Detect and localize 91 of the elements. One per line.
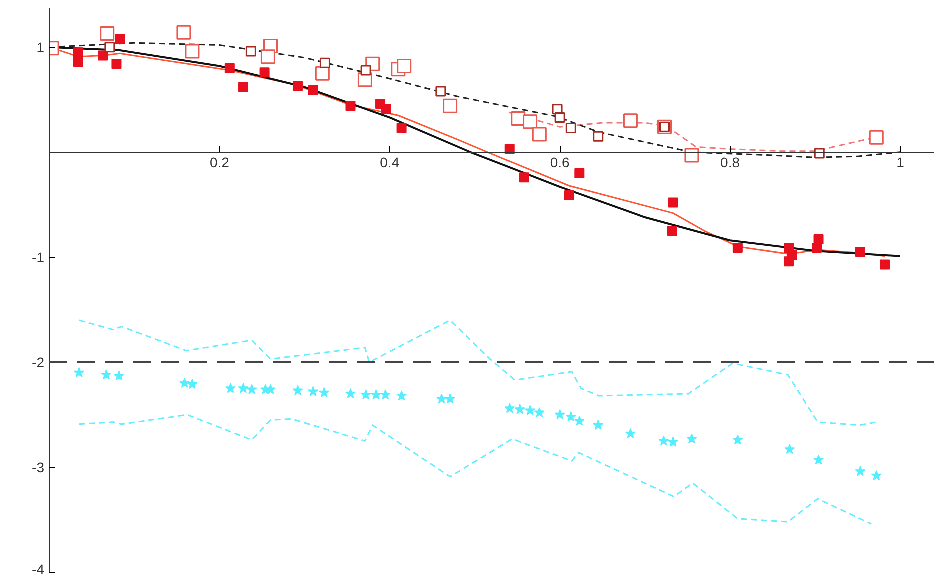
point [381, 104, 392, 114]
point [532, 127, 547, 142]
point [625, 428, 636, 438]
point [260, 50, 276, 64]
point [101, 370, 112, 380]
point [396, 390, 408, 401]
point [855, 466, 866, 476]
point [73, 57, 84, 68]
point [566, 412, 576, 422]
line-series [78, 414, 872, 525]
point [100, 26, 115, 41]
point [73, 48, 84, 58]
point [396, 123, 407, 134]
point [292, 81, 303, 92]
point [360, 390, 372, 400]
point [564, 190, 574, 200]
point [668, 436, 679, 447]
point [593, 420, 604, 430]
point [871, 470, 882, 480]
point [732, 242, 743, 253]
point [397, 59, 412, 74]
point [684, 148, 700, 163]
point [224, 63, 235, 74]
point [238, 383, 249, 394]
point [226, 383, 236, 394]
point [436, 394, 448, 404]
point [525, 405, 536, 416]
point [112, 59, 122, 70]
point [812, 242, 822, 253]
point [180, 378, 190, 388]
point [593, 131, 604, 142]
point [519, 172, 530, 183]
point [658, 436, 670, 446]
point [292, 385, 304, 396]
point [732, 434, 744, 445]
point [345, 388, 356, 398]
point [246, 46, 256, 57]
point [260, 68, 270, 78]
point [514, 404, 526, 414]
point [115, 34, 126, 44]
point [360, 65, 372, 76]
y-tick-label: -1 [32, 249, 45, 266]
point [114, 370, 125, 381]
point [445, 394, 456, 404]
point [869, 130, 884, 145]
point [784, 444, 796, 454]
point [436, 86, 446, 97]
point [667, 226, 678, 236]
point [74, 367, 85, 378]
point [554, 112, 566, 123]
point [623, 114, 638, 128]
point [523, 114, 538, 130]
point [380, 390, 391, 400]
point [308, 85, 318, 96]
y-tick-label: -2 [32, 354, 45, 370]
point [346, 101, 356, 112]
point [104, 42, 116, 53]
point [668, 198, 678, 208]
point [98, 50, 108, 61]
point [880, 260, 890, 270]
point [320, 58, 330, 68]
y-tick-label: 1 [36, 39, 45, 56]
point [574, 168, 585, 178]
point [176, 25, 192, 40]
point [246, 384, 258, 394]
point [319, 387, 330, 398]
point [371, 390, 382, 400]
point [443, 98, 458, 114]
x-tick-label: 0.8 [720, 154, 740, 170]
y-tick-label: -3 [32, 459, 45, 476]
point [686, 434, 698, 444]
point [534, 407, 545, 418]
point [566, 122, 576, 134]
point [187, 379, 198, 390]
x-tick-label: 1 [896, 154, 905, 170]
point [504, 144, 515, 154]
x-tick-label: 0.6 [550, 154, 570, 170]
point [308, 386, 319, 396]
point [315, 66, 330, 81]
line-series [78, 320, 878, 426]
point [574, 416, 585, 426]
point [855, 247, 866, 258]
point [238, 82, 249, 92]
point [504, 403, 516, 414]
point [814, 454, 824, 465]
point [787, 250, 798, 260]
point [554, 409, 566, 420]
point [814, 148, 825, 159]
x-tick-label: 0.2 [210, 154, 230, 170]
point [185, 44, 200, 59]
x-tick-label: 0.4 [380, 154, 400, 170]
